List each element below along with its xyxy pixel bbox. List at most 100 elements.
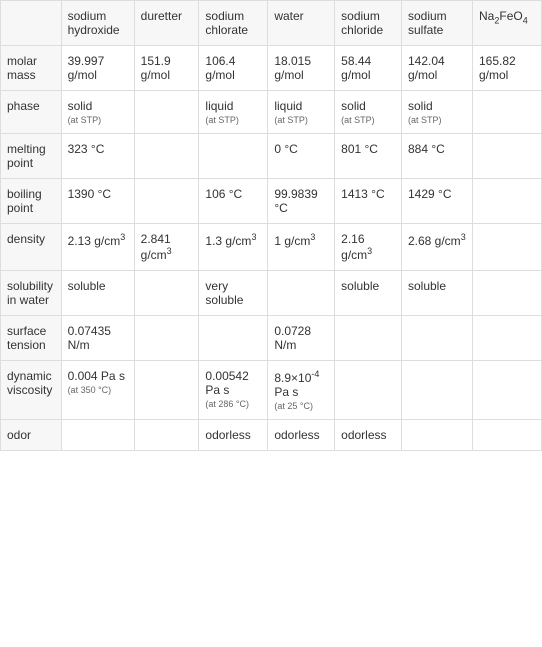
cell-note: (at 286 °C) (205, 399, 261, 409)
properties-table: sodium hydroxide duretter sodium chlorat… (0, 0, 542, 451)
cell-note: (at STP) (274, 115, 328, 125)
row-molar-mass: molar mass 39.997 g/mol 151.9 g/mol 106.… (1, 46, 542, 91)
cell-note: (at STP) (408, 115, 466, 125)
cell: 165.82 g/mol (473, 46, 542, 91)
cell-note: (at 350 °C) (68, 385, 128, 395)
cell (401, 361, 472, 420)
cell-value: 2.68 g/cm (408, 234, 461, 248)
cell: odorless (335, 420, 402, 451)
header-duretter: duretter (134, 1, 199, 46)
header-sodium-hydroxide: sodium hydroxide (61, 1, 134, 46)
cell (199, 316, 268, 361)
cell (335, 361, 402, 420)
cell: 0.004 Pa s (at 350 °C) (61, 361, 134, 420)
cell (473, 420, 542, 451)
header-sodium-sulfate: sodium sulfate (401, 1, 472, 46)
header-blank (1, 1, 62, 46)
cell: 142.04 g/mol (401, 46, 472, 91)
cell-note: (at 25 °C) (274, 401, 328, 411)
cell: 2.68 g/cm3 (401, 224, 472, 271)
row-melting-point: melting point 323 °C 0 °C 801 °C 884 °C (1, 134, 542, 179)
cell: soluble (335, 271, 402, 316)
row-label: boiling point (1, 179, 62, 224)
cell: liquid (at STP) (268, 91, 335, 134)
cell: odorless (268, 420, 335, 451)
cell (401, 420, 472, 451)
cell: 8.9×10-4 Pa s(at 25 °C) (268, 361, 335, 420)
cell-value: 0.004 Pa s (68, 369, 125, 383)
cell (134, 316, 199, 361)
cell-sup: 3 (310, 232, 315, 242)
cell (473, 179, 542, 224)
row-label: dynamic viscosity (1, 361, 62, 420)
cell-sup: 3 (251, 232, 256, 242)
cell-value: 0.00542 Pa s (205, 369, 248, 397)
cell: 106.4 g/mol (199, 46, 268, 91)
cell-value: solid (408, 99, 433, 113)
row-label: odor (1, 420, 62, 451)
row-density: density 2.13 g/cm3 2.841 g/cm3 1.3 g/cm3… (1, 224, 542, 271)
cell (134, 361, 199, 420)
cell: 1390 °C (61, 179, 134, 224)
cell: very soluble (199, 271, 268, 316)
cell: 1 g/cm3 (268, 224, 335, 271)
cell (473, 316, 542, 361)
cell: liquid(at STP) (199, 91, 268, 134)
cell-value: liquid (274, 99, 302, 113)
cell-value: liquid (205, 99, 233, 113)
cell-value: solid (341, 99, 366, 113)
cell (473, 361, 542, 420)
row-label: solubility in water (1, 271, 62, 316)
na2feo4-pre: Na (479, 9, 494, 23)
cell: 2.13 g/cm3 (61, 224, 134, 271)
cell: 1.3 g/cm3 (199, 224, 268, 271)
cell-sup: 3 (461, 232, 466, 242)
cell: 0.07435 N/m (61, 316, 134, 361)
cell-value: 2.13 g/cm (68, 234, 121, 248)
row-dynamic-viscosity: dynamic viscosity 0.004 Pa s(at 350 °C) … (1, 361, 542, 420)
cell-sup: 3 (120, 232, 125, 242)
row-label: density (1, 224, 62, 271)
cell: 2.841 g/cm3 (134, 224, 199, 271)
cell: 18.015 g/mol (268, 46, 335, 91)
cell (134, 91, 199, 134)
cell (473, 271, 542, 316)
cell (134, 134, 199, 179)
cell-sup: 3 (167, 246, 172, 256)
cell: soluble (61, 271, 134, 316)
cell-note: (at STP) (68, 115, 128, 125)
cell (134, 179, 199, 224)
cell: 2.16 g/cm3 (335, 224, 402, 271)
cell: solid (at STP) (61, 91, 134, 134)
cell-sup: 3 (367, 246, 372, 256)
cell (335, 316, 402, 361)
cell: 0.0728 N/m (268, 316, 335, 361)
cell-value: 1.3 g/cm (205, 234, 251, 248)
cell (134, 420, 199, 451)
header-sodium-chlorate: sodium chlorate (199, 1, 268, 46)
row-label: melting point (1, 134, 62, 179)
cell: 1429 °C (401, 179, 472, 224)
row-phase: phase solid (at STP) liquid (at STP) liqui… (1, 91, 542, 134)
row-label: surface tension (1, 316, 62, 361)
cell (134, 271, 199, 316)
cell-value: 1 g/cm (274, 234, 310, 248)
cell: 801 °C (335, 134, 402, 179)
cell: 99.9839 °C (268, 179, 335, 224)
cell-value: solid (68, 99, 93, 113)
cell-note: (at STP) (341, 115, 395, 125)
cell: 0 °C (268, 134, 335, 179)
header-sodium-chloride: sodium chloride (335, 1, 402, 46)
cell (61, 420, 134, 451)
cell: 58.44 g/mol (335, 46, 402, 91)
cell-value: 8.9×10 (274, 371, 311, 385)
cell (473, 224, 542, 271)
cell (199, 134, 268, 179)
row-label: phase (1, 91, 62, 134)
cell: 0.00542 Pa s (at 286 °C) (199, 361, 268, 420)
header-na2feo4: Na2FeO4 (473, 1, 542, 46)
row-surface-tension: surface tension 0.07435 N/m 0.0728 N/m (1, 316, 542, 361)
row-label: molar mass (1, 46, 62, 91)
cell-sup: -4 (311, 369, 319, 379)
cell (473, 91, 542, 134)
